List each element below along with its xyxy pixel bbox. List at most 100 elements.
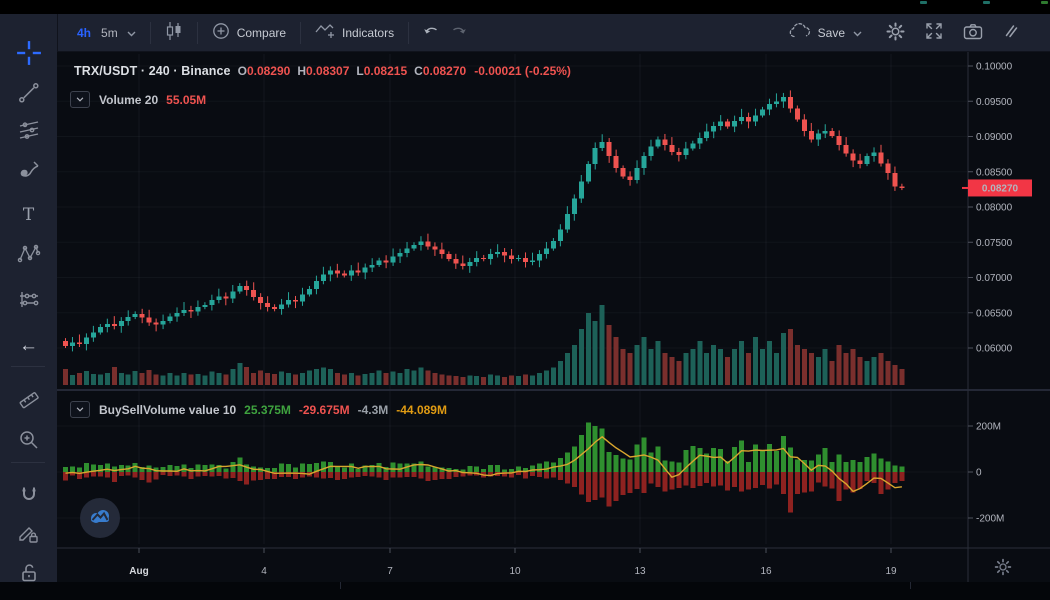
svg-text:0.06000: 0.06000: [976, 344, 1013, 355]
svg-text:0.09000: 0.09000: [976, 132, 1013, 143]
svg-text:16: 16: [760, 566, 772, 577]
pattern-xabcd-tool-button[interactable]: [12, 240, 46, 270]
fullscreen-expand-icon: [925, 22, 943, 43]
back-arrow-tool-button[interactable]: ←: [12, 330, 46, 360]
save-button[interactable]: Save: [784, 19, 867, 47]
zoom-in-tool-button[interactable]: [12, 425, 46, 455]
text-tool-icon: T: [22, 204, 35, 225]
save-label: Save: [817, 25, 845, 40]
pencil-lock-icon: [17, 523, 41, 547]
svg-text:Aug: Aug: [129, 566, 148, 577]
volume-collapse-button[interactable]: [70, 91, 90, 108]
cloud-save-icon: [789, 23, 811, 42]
magnet-tool-button[interactable]: [12, 480, 46, 510]
toolbar-divider: [11, 366, 45, 367]
toolbar-divider: [408, 21, 410, 44]
volume-indicator-label[interactable]: Volume 20: [99, 92, 159, 107]
crosshair-icon: [16, 40, 42, 66]
svg-text:0.07000: 0.07000: [976, 273, 1013, 284]
ohlc-high-key: H: [297, 64, 307, 78]
volume-ma-value: 55.05M: [166, 92, 207, 107]
timeaxis-settings-button[interactable]: [994, 558, 1012, 576]
compare-label: Compare: [236, 25, 287, 40]
bottom-strip: [0, 582, 1050, 600]
svg-text:10: 10: [509, 566, 521, 577]
platform-logo-button[interactable]: [80, 498, 120, 538]
undo-button[interactable]: [418, 19, 445, 47]
edge-artifact: [1041, 1, 1048, 4]
measure-tool-button[interactable]: [12, 385, 46, 415]
indicators-button[interactable]: Indicators: [310, 19, 399, 47]
ohlc-close-key: C: [414, 64, 423, 78]
drawing-mode-lock-button[interactable]: [12, 520, 46, 550]
compare-button[interactable]: Compare: [207, 19, 291, 47]
strip-separator: [340, 582, 341, 589]
ohlc-open-value: 0.08290: [246, 64, 291, 78]
bars-pattern-icon: [17, 288, 41, 312]
redo-button[interactable]: [445, 19, 472, 47]
top-toolbar: 4h 5m: [57, 14, 1050, 52]
ohlc-low-key: L: [356, 64, 364, 78]
svg-text:0.07500: 0.07500: [976, 238, 1013, 249]
crosshair-tool-button[interactable]: [12, 38, 46, 68]
buysell-sell-value: -29.675M: [298, 402, 350, 417]
svg-text:0.09500: 0.09500: [976, 97, 1013, 108]
chevron-down-icon: [127, 26, 136, 40]
prediction-tool-button[interactable]: [12, 285, 46, 315]
ohlc-close-value: 0.08270: [422, 64, 467, 78]
ohlc-open-key: O: [237, 64, 247, 78]
fib-retracement-icon: [17, 118, 41, 142]
xabcd-pattern-icon: [17, 243, 41, 267]
buysell-indicator-label[interactable]: BuySellVolume value 10: [99, 402, 237, 417]
svg-text:4: 4: [261, 566, 267, 577]
candlestick-style-icon: [165, 21, 183, 44]
ruler-icon: [17, 388, 41, 412]
svg-text:200M: 200M: [976, 422, 1001, 433]
brush-tool-button[interactable]: [12, 155, 46, 185]
compare-plus-circle-icon: [212, 22, 230, 43]
fib-tool-button[interactable]: [12, 115, 46, 145]
svg-text:-200M: -200M: [976, 514, 1004, 525]
drawing-toolbar: T ←: [0, 14, 58, 600]
svg-text:19: 19: [885, 566, 897, 577]
volume-legend-row: Volume 20 55.05M: [70, 91, 206, 108]
redo-arrow-icon: [450, 24, 467, 41]
lock-all-button[interactable]: [12, 558, 46, 588]
snapshot-button[interactable]: [958, 19, 988, 47]
toolbar-divider: [196, 21, 198, 44]
edge-artifact: [983, 1, 990, 4]
undo-arrow-icon: [423, 24, 440, 41]
ohlc-low-value: 0.08215: [363, 64, 408, 78]
chart-svg: 0.10000 0.09500 0.09000 0.08500 0.08000 0.075…: [57, 52, 1050, 582]
text-tool-button[interactable]: T: [12, 200, 46, 230]
toolbar-divider: [11, 462, 45, 463]
settings-button[interactable]: [881, 19, 910, 47]
buysell-buy-value: 25.375M: [244, 402, 291, 417]
timeframe-4h-button[interactable]: 4h: [77, 25, 92, 40]
svg-text:0.08270: 0.08270: [982, 183, 1019, 194]
toolbar-divider: [149, 21, 151, 44]
brush-icon: [17, 158, 41, 182]
indicators-label: Indicators: [342, 25, 395, 40]
arrow-left-icon: ←: [19, 334, 38, 356]
fullscreen-button[interactable]: [920, 19, 948, 47]
buysell-legend-row: BuySellVolume value 10 25.375M -29.675M …: [70, 401, 447, 418]
trend-line-icon: [17, 81, 41, 105]
buysell-ma-value: -44.089M: [396, 402, 447, 417]
chart-style-button[interactable]: [160, 19, 188, 47]
trend-line-tool-button[interactable]: [12, 78, 46, 108]
edge-artifact: [920, 1, 927, 4]
camera-icon: [963, 23, 983, 43]
svg-text:13: 13: [634, 566, 646, 577]
chart-canvas[interactable]: 0.10000 0.09500 0.09000 0.08500 0.08000 0.075…: [57, 52, 1050, 582]
symbol-title[interactable]: TRX/USDT · 240 · Binance: [74, 64, 231, 78]
timeframe-dropdown-button[interactable]: [122, 19, 141, 47]
svg-text:0.10000: 0.10000: [976, 62, 1013, 73]
quick-edit-button[interactable]: [998, 19, 1024, 47]
timeframe-5m-button[interactable]: 5m: [101, 25, 118, 40]
ohlc-high-value: 0.08307: [306, 64, 350, 78]
svg-text:0.06500: 0.06500: [976, 308, 1013, 319]
buysell-collapse-button[interactable]: [70, 401, 90, 418]
svg-text:0.08000: 0.08000: [976, 203, 1013, 214]
